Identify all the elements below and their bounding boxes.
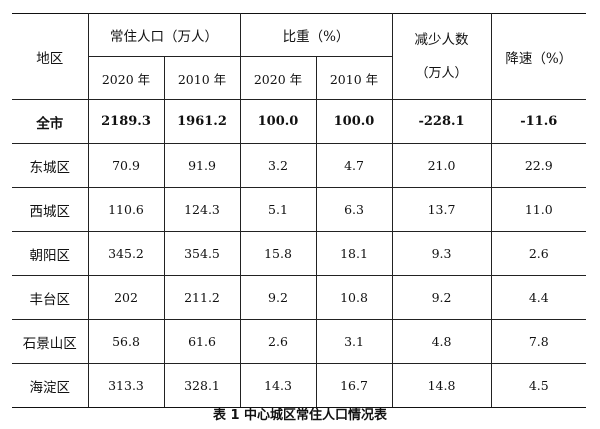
cell-pop-2010: 211.2 [163,275,241,320]
header-population-group: 常住人口（万人） [87,13,241,57]
table-row: 石景山区 56.8 61.6 2.6 3.1 4.8 7.8 [12,319,587,364]
cell-region: 西城区 [12,187,89,232]
cell-region: 全市 [12,99,89,144]
cell-pop-2020: 202 [87,275,165,320]
cell-share-2020: 2.6 [239,319,317,364]
population-table-container: 地区 常住人口（万人） 比重（%） 减少人数 （万人） 降速（%） 2020 年… [12,13,587,408]
table-caption: 表 1 中心城区常住人口情况表 [212,408,388,423]
cell-rate: -11.6 [490,99,587,144]
table-row: 朝阳区 345.2 354.5 15.8 18.1 9.3 2.6 [12,231,587,276]
header-rate: 降速（%） [490,13,587,100]
cell-share-2010: 3.1 [315,319,393,364]
header-pop-2010: 2010 年 [163,56,241,100]
table-row: 东城区 70.9 91.9 3.2 4.7 21.0 22.9 [12,143,587,188]
header-region: 地区 [12,13,89,100]
cell-pop-2010: 1961.2 [163,99,241,144]
cell-share-2010: 16.7 [315,363,393,408]
cell-pop-2020: 2189.3 [87,99,165,144]
header-decrease: 减少人数 （万人） [391,13,492,100]
header-decrease-line2: （万人） [415,65,468,81]
cell-pop-2020: 110.6 [87,187,165,232]
cell-rate: 2.6 [490,231,587,276]
cell-pop-2020: 70.9 [87,143,165,188]
cell-share-2020: 3.2 [239,143,317,188]
cell-share-2010: 18.1 [315,231,393,276]
header-share-group: 比重（%） [239,13,393,57]
header-share-2020: 2020 年 [239,56,317,100]
cell-share-2010: 100.0 [315,99,393,144]
table-row-total: 全市 2189.3 1961.2 100.0 100.0 -228.1 -11.… [12,99,587,144]
cell-region: 石景山区 [12,319,89,364]
cell-decrease: 13.7 [391,187,492,232]
cell-rate: 7.8 [490,319,587,364]
cell-share-2020: 9.2 [239,275,317,320]
cell-share-2010: 10.8 [315,275,393,320]
population-table: 地区 常住人口（万人） 比重（%） 减少人数 （万人） 降速（%） 2020 年… [12,13,587,408]
cell-pop-2020: 313.3 [87,363,165,408]
cell-rate: 4.4 [490,275,587,320]
cell-region: 东城区 [12,143,89,188]
cell-decrease: 21.0 [391,143,492,188]
cell-decrease: 9.3 [391,231,492,276]
cell-pop-2010: 354.5 [163,231,241,276]
cell-decrease: 9.2 [391,275,492,320]
cell-pop-2010: 61.6 [163,319,241,364]
cell-share-2020: 100.0 [239,99,317,144]
cell-region: 丰台区 [12,275,89,320]
cell-rate: 11.0 [490,187,587,232]
cell-decrease: 4.8 [391,319,492,364]
cell-share-2010: 6.3 [315,187,393,232]
cell-decrease: 14.8 [391,363,492,408]
header-row-top: 地区 常住人口（万人） 比重（%） 减少人数 （万人） 降速（%） [12,13,587,100]
cell-rate: 4.5 [490,363,587,408]
table-row: 西城区 110.6 124.3 5.1 6.3 13.7 11.0 [12,187,587,232]
cell-rate: 22.9 [490,143,587,188]
cell-share-2020: 14.3 [239,363,317,408]
cell-share-2020: 15.8 [239,231,317,276]
cell-pop-2020: 345.2 [87,231,165,276]
cell-region: 朝阳区 [12,231,89,276]
table-row: 海淀区 313.3 328.1 14.3 16.7 14.8 4.5 [12,363,587,408]
header-pop-2020: 2020 年 [88,56,165,100]
cell-share-2010: 4.7 [315,143,393,188]
header-share-2010: 2010 年 [315,56,393,100]
cell-region: 海淀区 [12,363,89,408]
header-decrease-line1: 减少人数 [414,31,469,48]
cell-share-2020: 5.1 [239,187,317,232]
table-row: 丰台区 202 211.2 9.2 10.8 9.2 4.4 [12,275,587,320]
cell-pop-2010: 91.9 [163,143,241,188]
cell-pop-2010: 328.1 [163,363,241,408]
cell-pop-2010: 124.3 [163,187,241,232]
cell-pop-2020: 56.8 [87,319,165,364]
cell-decrease: -228.1 [391,99,492,144]
